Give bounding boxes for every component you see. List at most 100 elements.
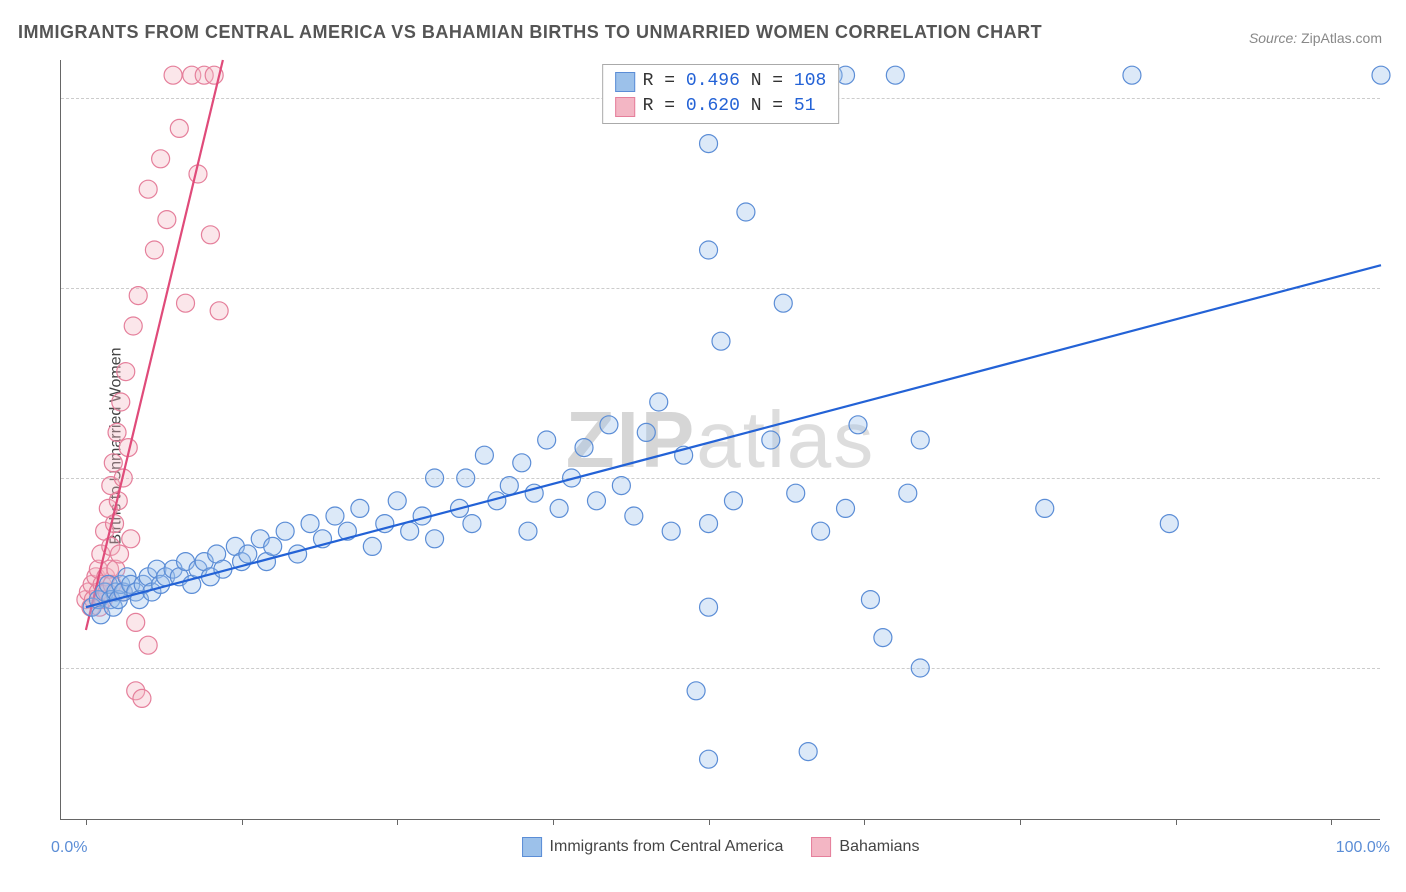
- data-point: [104, 454, 122, 472]
- data-point: [210, 302, 228, 320]
- source-label: Source:: [1249, 30, 1297, 46]
- y-tick-label: 25.0%: [1390, 659, 1406, 677]
- x-tick: [397, 819, 398, 825]
- scatter-svg: [61, 60, 1380, 819]
- data-point: [700, 135, 718, 153]
- data-point: [145, 241, 163, 259]
- data-point: [127, 613, 145, 631]
- data-point: [687, 682, 705, 700]
- data-point: [712, 332, 730, 350]
- data-point: [117, 363, 135, 381]
- data-point: [812, 522, 830, 540]
- data-point: [625, 507, 643, 525]
- series-legend-label: Immigrants from Central America: [550, 838, 784, 856]
- x-tick: [1176, 819, 1177, 825]
- data-point: [363, 537, 381, 555]
- data-point: [899, 484, 917, 502]
- x-tick: [1331, 819, 1332, 825]
- data-point: [112, 393, 130, 411]
- x-tick: [553, 819, 554, 825]
- plot-area: ZIPatlas 25.0%50.0%75.0%100.0% R = 0.496…: [60, 60, 1380, 820]
- data-point: [133, 689, 151, 707]
- data-point: [911, 431, 929, 449]
- data-point: [122, 530, 140, 548]
- data-point: [426, 530, 444, 548]
- data-point: [177, 294, 195, 312]
- data-point: [538, 431, 556, 449]
- data-point: [351, 499, 369, 517]
- x-tick: [86, 819, 87, 825]
- data-point: [1123, 66, 1141, 84]
- data-point: [1372, 66, 1390, 84]
- data-point: [276, 522, 294, 540]
- data-point: [762, 431, 780, 449]
- source-attribution: Source: ZipAtlas.com: [1249, 30, 1382, 46]
- x-tick: [242, 819, 243, 825]
- data-point: [700, 515, 718, 533]
- data-point: [129, 287, 147, 305]
- x-tick: [864, 819, 865, 825]
- data-point: [106, 515, 124, 533]
- legend-swatch: [811, 837, 831, 857]
- series-legend-item: Immigrants from Central America: [522, 837, 784, 857]
- y-tick-label: 75.0%: [1390, 279, 1406, 297]
- data-point: [849, 416, 867, 434]
- data-point: [475, 446, 493, 464]
- series-legend-item: Bahamians: [811, 837, 919, 857]
- data-point: [600, 416, 618, 434]
- x-axis-min-label: 0.0%: [51, 839, 87, 857]
- data-point: [301, 515, 319, 533]
- data-point: [152, 150, 170, 168]
- x-tick: [709, 819, 710, 825]
- data-point: [111, 545, 129, 563]
- data-point: [457, 469, 475, 487]
- data-point: [550, 499, 568, 517]
- data-point: [388, 492, 406, 510]
- data-point: [164, 66, 182, 84]
- data-point: [108, 423, 126, 441]
- legend-text: R = 0.620 N = 51: [643, 94, 816, 119]
- y-tick-label: 100.0%: [1390, 89, 1406, 107]
- data-point: [139, 636, 157, 654]
- data-point: [401, 522, 419, 540]
- legend-row: R = 0.620 N = 51: [615, 94, 827, 119]
- data-point: [513, 454, 531, 472]
- data-point: [837, 499, 855, 517]
- data-point: [170, 119, 188, 137]
- legend-row: R = 0.496 N = 108: [615, 69, 827, 94]
- y-tick-label: 50.0%: [1390, 469, 1406, 487]
- legend-text: R = 0.496 N = 108: [643, 69, 827, 94]
- data-point: [1160, 515, 1178, 533]
- data-point: [911, 659, 929, 677]
- legend-swatch: [522, 837, 542, 857]
- data-point: [650, 393, 668, 411]
- x-axis-max-label: 100.0%: [1336, 839, 1390, 857]
- data-point: [612, 477, 630, 495]
- data-point: [874, 629, 892, 647]
- data-point: [158, 211, 176, 229]
- x-tick: [1020, 819, 1021, 825]
- series-legend: Immigrants from Central America Bahamians: [522, 837, 920, 857]
- data-point: [662, 522, 680, 540]
- correlation-legend: R = 0.496 N = 108R = 0.620 N = 51: [602, 64, 840, 124]
- data-point: [500, 477, 518, 495]
- data-point: [700, 750, 718, 768]
- source-value: ZipAtlas.com: [1301, 30, 1382, 46]
- data-point: [587, 492, 605, 510]
- data-point: [124, 317, 142, 335]
- series-legend-label: Bahamians: [839, 838, 919, 856]
- legend-swatch: [615, 97, 635, 117]
- data-point: [463, 515, 481, 533]
- data-point: [724, 492, 742, 510]
- data-point: [886, 66, 904, 84]
- data-point: [519, 522, 537, 540]
- data-point: [787, 484, 805, 502]
- data-point: [201, 226, 219, 244]
- legend-swatch: [615, 72, 635, 92]
- data-point: [426, 469, 444, 487]
- data-point: [239, 545, 257, 563]
- data-point: [700, 598, 718, 616]
- trend-line: [86, 265, 1381, 607]
- data-point: [575, 439, 593, 457]
- data-point: [326, 507, 344, 525]
